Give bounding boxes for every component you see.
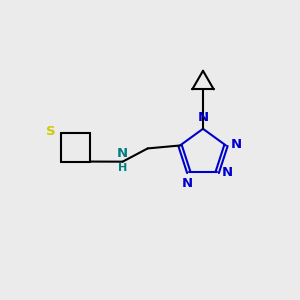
- Text: N: N: [182, 177, 193, 190]
- Text: H: H: [118, 164, 127, 173]
- Text: N: N: [221, 166, 233, 179]
- Text: N: N: [117, 147, 128, 160]
- Text: N: N: [197, 111, 208, 124]
- Text: S: S: [46, 124, 56, 138]
- Text: N: N: [230, 137, 242, 151]
